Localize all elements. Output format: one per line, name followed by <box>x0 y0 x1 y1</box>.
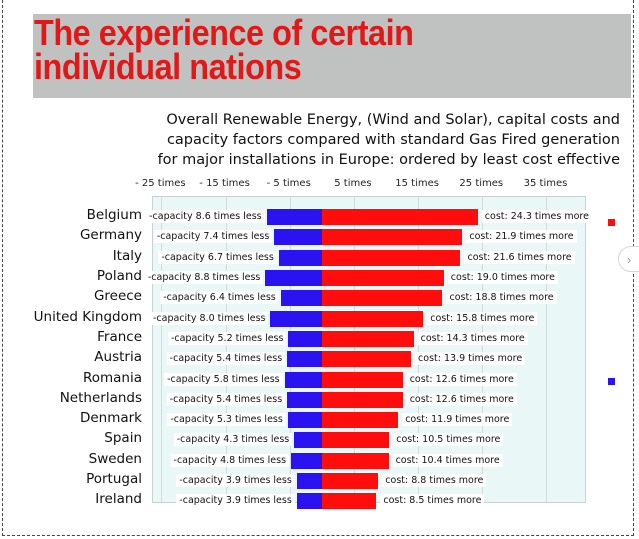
capacity-bar <box>270 310 322 327</box>
category-label: Belgium <box>86 207 142 224</box>
gridline <box>546 197 548 502</box>
cost-bar <box>321 412 399 429</box>
category-label: Greece <box>93 288 142 305</box>
capacity-data-label: -capacity 4.3 times less <box>173 433 293 447</box>
cost-bar <box>321 330 414 347</box>
capacity-bar <box>291 452 322 469</box>
capacity-bar <box>265 270 322 287</box>
capacity-bar <box>278 249 322 266</box>
cost-bar <box>321 209 478 226</box>
gridline <box>353 197 355 502</box>
cost-data-label: cost: 8.5 times more <box>380 494 485 508</box>
chart-title-line-3: for major installations in Europe: order… <box>157 152 620 168</box>
cost-bar <box>321 452 389 469</box>
cost-data-label: cost: 11.9 times more <box>402 413 513 427</box>
cost-bar <box>321 290 443 307</box>
x-tick-label: 25 times <box>459 178 504 189</box>
cost-data-label: cost: 10.4 times more <box>392 453 503 467</box>
x-tick-label: 15 times <box>395 178 439 189</box>
category-label: Romania <box>82 369 142 386</box>
cost-bar <box>321 493 377 510</box>
capacity-bar <box>287 351 322 368</box>
category-label: Austria <box>94 349 142 366</box>
cost-data-label: cost: 24.3 times more <box>481 210 592 224</box>
gridline <box>418 197 420 502</box>
cost-data-label: cost: 15.8 times more <box>427 311 538 325</box>
capacity-data-label: -capacity 5.4 times less <box>166 392 286 406</box>
x-tick-label: - 5 times <box>266 178 311 189</box>
capacity-data-label: -capacity 5.8 times less <box>164 372 283 386</box>
category-label: Netherlands <box>59 389 142 406</box>
capacity-data-label: -capacity 4.8 times less <box>170 453 290 467</box>
capacity-data-label: -capacity 5.3 times less <box>167 413 286 427</box>
cost-bar <box>321 371 403 388</box>
capacity-bar <box>296 493 322 510</box>
cost-data-label: cost: 8.8 times more <box>382 474 487 488</box>
capacity-data-label: -capacity 3.9 times less <box>176 494 295 508</box>
capacity-data-label: -capacity 5.2 times less <box>167 331 287 345</box>
cost-bar <box>321 270 444 287</box>
capacity-data-label: -capacity 7.4 times less <box>153 230 273 244</box>
cost-bar <box>321 249 461 266</box>
slide-title: The experience of certain individual nat… <box>34 12 414 87</box>
cost-data-label: cost: 12.6 times more <box>406 372 517 386</box>
category-label: Denmark <box>79 410 142 427</box>
x-tick-label: - 15 times <box>199 178 250 189</box>
legend-swatch-capacity <box>608 378 615 385</box>
category-label: Poland <box>96 268 142 285</box>
capacity-bar <box>280 290 322 307</box>
cost-bar <box>321 391 403 408</box>
gridline <box>225 197 227 502</box>
cost-data-label: cost: 18.8 times more <box>446 291 557 305</box>
cost-data-label: cost: 21.6 times more <box>464 250 575 264</box>
category-label: Germany <box>79 227 142 244</box>
cost-data-label: cost: 10.5 times more <box>393 433 504 447</box>
category-label: Portugal <box>86 471 142 488</box>
cost-data-label: cost: 14.3 times more <box>417 331 528 345</box>
cost-bar <box>321 229 463 246</box>
title-banner <box>33 14 631 98</box>
capacity-data-label: -capacity 8.8 times less <box>144 271 264 285</box>
chart-title: Overall Renewable Energy, (Wind and Sola… <box>150 110 620 170</box>
cost-data-label: cost: 12.6 times more <box>406 392 517 406</box>
capacity-bar <box>288 330 322 347</box>
capacity-data-label: -capacity 6.7 times less <box>158 250 277 264</box>
category-label: Spain <box>104 430 142 447</box>
capacity-bar <box>287 391 322 408</box>
capacity-bar <box>274 229 322 246</box>
chart-title-line-2: capacity factors compared with standard … <box>166 132 620 148</box>
capacity-bar <box>294 432 322 449</box>
chart-title-line-1: Overall Renewable Energy, (Wind and Sola… <box>166 112 620 128</box>
capacity-bar <box>266 209 322 226</box>
capacity-data-label: -capacity 3.9 times less <box>176 474 295 488</box>
category-label: Italy <box>112 247 142 264</box>
gridline <box>289 197 291 502</box>
capacity-bar <box>284 371 322 388</box>
x-tick-label: - 25 times <box>135 178 186 189</box>
plot-area: -capacity 8.6 times less cost: 24.3 times… <box>144 196 592 510</box>
category-label: United Kingdom <box>33 308 142 325</box>
cost-bar <box>321 473 379 490</box>
capacity-bar <box>287 412 322 429</box>
x-tick-label: 35 times <box>523 178 568 189</box>
cost-bar <box>321 351 412 368</box>
cost-bar <box>321 432 390 449</box>
capacity-data-label: -capacity 5.4 times less <box>166 352 286 366</box>
capacity-data-label: -capacity 8.0 times less <box>149 311 269 325</box>
category-label: Ireland <box>95 491 142 508</box>
x-tick-label: 5 times <box>334 178 372 189</box>
category-label: France <box>97 328 142 345</box>
cost-bar <box>321 310 424 327</box>
cost-data-label: cost: 19.0 times more <box>447 271 558 285</box>
capacity-bar <box>296 473 322 490</box>
legend-swatch-cost <box>608 219 615 226</box>
cost-data-label: cost: 21.9 times more <box>466 230 577 244</box>
capacity-data-label: -capacity 8.6 times less <box>146 210 265 224</box>
scroll-right-button[interactable]: › <box>618 246 639 272</box>
capacity-data-label: -capacity 6.4 times less <box>160 291 279 305</box>
gridline <box>482 197 484 502</box>
category-label: Sweden <box>88 450 142 467</box>
gridline <box>161 197 163 502</box>
cost-data-label: cost: 13.9 times more <box>415 352 526 366</box>
